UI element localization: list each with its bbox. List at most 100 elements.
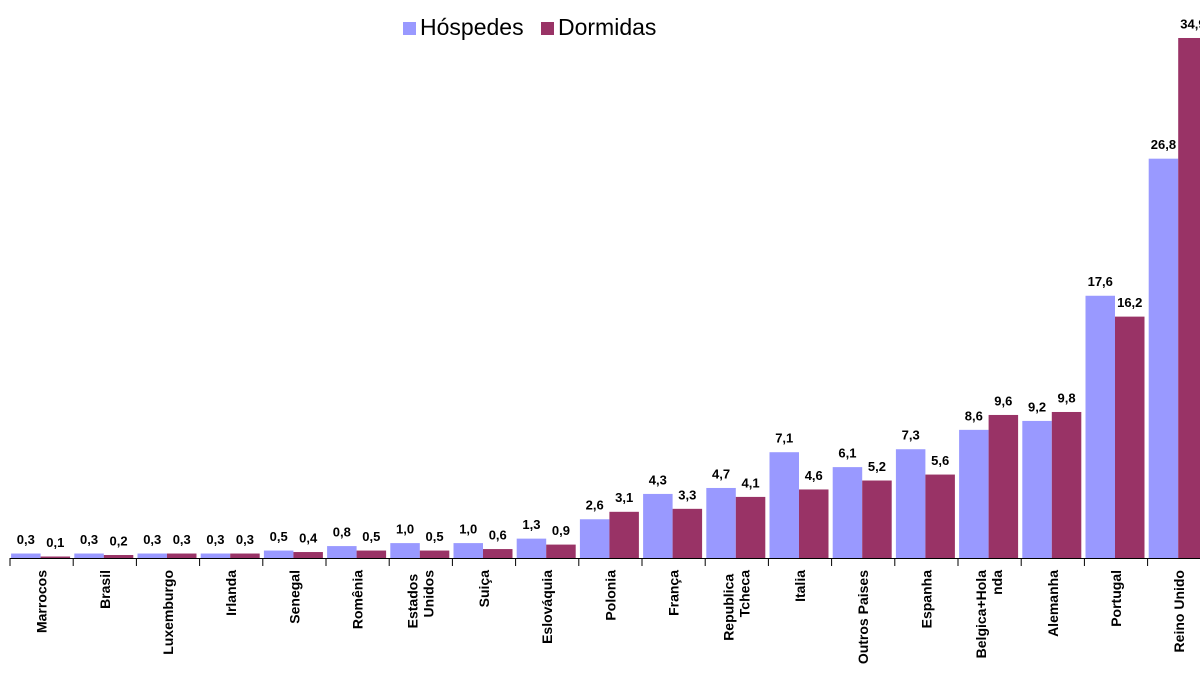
value-label: 6,1 bbox=[838, 446, 856, 461]
bar bbox=[609, 511, 639, 558]
x-tick-label: Polonia bbox=[602, 570, 618, 621]
bar bbox=[200, 553, 231, 558]
bar bbox=[799, 489, 829, 558]
label-line: Portugal bbox=[1108, 570, 1124, 627]
bar bbox=[483, 549, 513, 558]
value-label: 0,3 bbox=[80, 532, 98, 547]
label-line: Marrocos bbox=[33, 570, 49, 633]
bar bbox=[862, 480, 892, 558]
value-label: 0,9 bbox=[552, 523, 570, 538]
x-tick-label: Senegal bbox=[286, 570, 302, 624]
bar bbox=[1148, 158, 1179, 558]
x-tick-label: Outros Paises bbox=[855, 570, 871, 664]
bar bbox=[327, 546, 357, 558]
x-tick-label: Suiça bbox=[476, 570, 492, 608]
value-label: 4,1 bbox=[742, 475, 760, 490]
label-line: Outros Paises bbox=[855, 570, 871, 664]
bar bbox=[925, 474, 955, 558]
bar bbox=[103, 555, 134, 558]
legend-label: Dormidas bbox=[558, 14, 656, 40]
x-tick-label: Eslováquia bbox=[539, 570, 555, 644]
label-line: nda bbox=[989, 570, 1005, 595]
value-label: 9,6 bbox=[994, 393, 1012, 408]
value-label: 9,2 bbox=[1028, 399, 1046, 414]
bar bbox=[356, 550, 387, 558]
value-label: 26,8 bbox=[1151, 137, 1176, 152]
bar bbox=[11, 553, 41, 558]
value-label: 0,5 bbox=[270, 529, 288, 544]
bar bbox=[419, 550, 450, 558]
bar bbox=[959, 429, 989, 558]
bar bbox=[137, 553, 167, 558]
bar bbox=[1022, 420, 1052, 558]
value-label: 17,6 bbox=[1088, 274, 1113, 289]
label-line: França bbox=[665, 570, 681, 616]
bar bbox=[74, 553, 104, 558]
value-label: 1,0 bbox=[396, 522, 414, 537]
value-label: 3,1 bbox=[615, 490, 633, 505]
bar bbox=[453, 543, 483, 558]
label-line: Reino Unido bbox=[1171, 570, 1187, 652]
label-line: Suiça bbox=[476, 570, 492, 608]
label-line: Polonia bbox=[602, 570, 618, 621]
value-label: 0,3 bbox=[206, 532, 224, 547]
label-line: Brasil bbox=[97, 570, 113, 609]
x-tick-label: Marrocos bbox=[33, 570, 49, 633]
bar bbox=[293, 552, 323, 558]
label-line: Alemanha bbox=[1045, 570, 1061, 637]
label-line: Senegal bbox=[286, 570, 302, 624]
x-tick-label: Brasil bbox=[97, 570, 113, 609]
bar bbox=[1085, 295, 1115, 558]
bar bbox=[735, 496, 766, 558]
value-label: 4,6 bbox=[805, 468, 823, 483]
value-label: 0,8 bbox=[333, 525, 351, 540]
value-label: 0,3 bbox=[173, 532, 191, 547]
value-label: 7,1 bbox=[775, 431, 793, 446]
label-line: Tcheca bbox=[736, 570, 752, 617]
x-tick-label: Alemanha bbox=[1045, 570, 1061, 637]
value-label: 4,3 bbox=[649, 472, 667, 487]
value-label: 0,3 bbox=[143, 532, 161, 547]
label-line: Estados bbox=[404, 570, 420, 628]
label-line: Irlanda bbox=[223, 570, 239, 616]
bar bbox=[167, 553, 197, 558]
legend-label: Hóspedes bbox=[420, 14, 524, 40]
x-tick-label: Reino Unido bbox=[1171, 570, 1187, 652]
value-label: 9,8 bbox=[1058, 390, 1076, 405]
bar bbox=[230, 553, 260, 558]
value-label: 7,3 bbox=[902, 428, 920, 443]
label-line: Romênia bbox=[349, 570, 365, 629]
x-tick-label: Italia bbox=[792, 570, 808, 602]
value-label: 0,4 bbox=[299, 530, 318, 545]
label-line: Eslováquia bbox=[539, 570, 555, 644]
x-tick-label: Irlanda bbox=[223, 570, 239, 616]
bar bbox=[988, 414, 1019, 558]
value-label: 0,3 bbox=[17, 532, 35, 547]
bar bbox=[263, 550, 294, 558]
value-label: 8,6 bbox=[965, 408, 983, 423]
x-tick-label: Portugal bbox=[1108, 570, 1124, 627]
bar bbox=[643, 493, 673, 558]
value-label: 0,5 bbox=[426, 529, 444, 544]
label-line: Espanha bbox=[918, 570, 934, 629]
value-label: 5,2 bbox=[868, 459, 886, 474]
x-tick-label: Republica Tcheca bbox=[720, 570, 752, 641]
label-line: Italia bbox=[792, 570, 808, 602]
x-tick-label: França bbox=[665, 570, 681, 616]
bar bbox=[546, 544, 576, 558]
bar bbox=[1178, 37, 1200, 559]
x-tick-label: Belgica+Holanda bbox=[973, 570, 1005, 659]
bar bbox=[769, 452, 799, 558]
value-label: 34,9 bbox=[1180, 16, 1200, 31]
value-label: 0,6 bbox=[489, 527, 507, 542]
bar bbox=[832, 467, 863, 558]
value-label: 0,3 bbox=[236, 532, 254, 547]
label-line: Luxemburgo bbox=[160, 570, 176, 655]
value-label: 0,1 bbox=[46, 535, 64, 550]
label-line: Republica bbox=[720, 570, 736, 641]
value-label: 0,5 bbox=[362, 529, 380, 544]
bar bbox=[390, 543, 420, 558]
legend-swatch bbox=[541, 22, 554, 35]
bar bbox=[516, 538, 547, 558]
